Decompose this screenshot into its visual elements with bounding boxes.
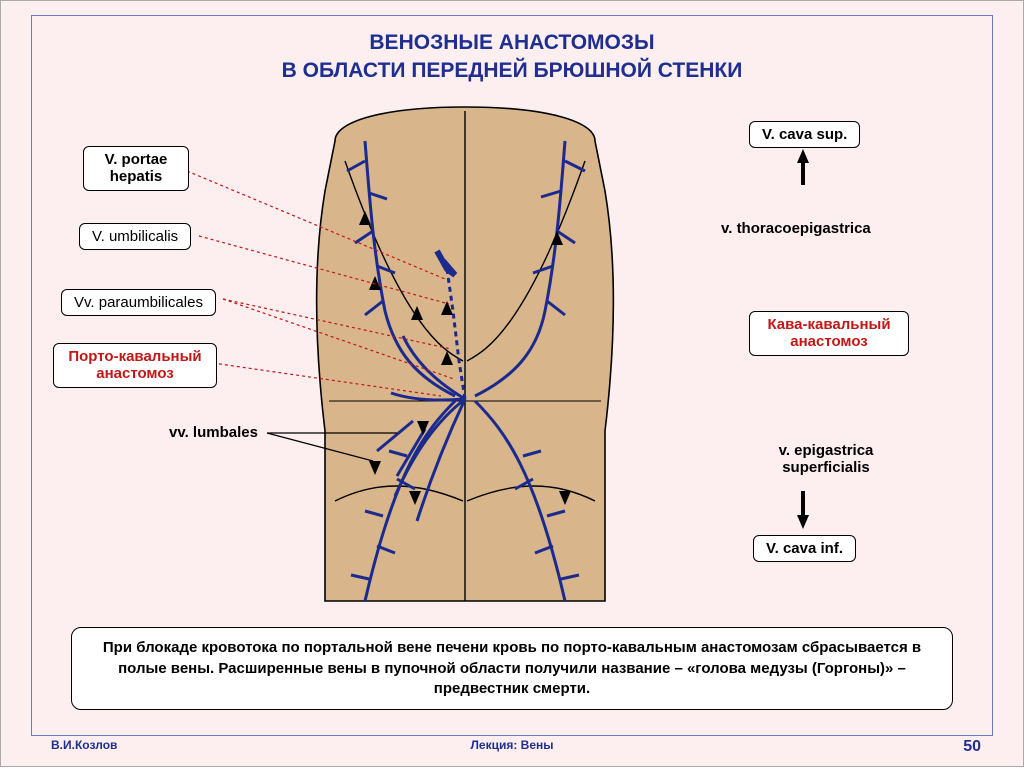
label-lumbales: vv. lumbales bbox=[169, 425, 258, 442]
slide-title: ВЕНОЗНЫЕ АНАСТОМОЗЫ В ОБЛАСТИ ПЕРЕДНЕЙ Б… bbox=[1, 29, 1023, 86]
label-cava-sup: V. cava sup. bbox=[749, 121, 860, 148]
label-cava-inf: V. cava inf. bbox=[753, 535, 856, 562]
label-paraumbilicales: Vv. paraumbilicales bbox=[61, 289, 216, 316]
label-umbilicalis: V. umbilicalis bbox=[79, 223, 191, 250]
footer-lecture: Лекция: Вены bbox=[31, 738, 993, 752]
title-line1: ВЕНОЗНЫЕ АНАСТОМОЗЫ bbox=[1, 29, 1023, 57]
label-portae: V. portae hepatis bbox=[83, 146, 189, 191]
anatomy-figure bbox=[265, 101, 665, 611]
label-porto-caval: Порто-кавальный анастомоз bbox=[53, 343, 217, 388]
title-line2: В ОБЛАСТИ ПЕРЕДНЕЙ БРЮШНОЙ СТЕНКИ bbox=[1, 57, 1023, 85]
arrow-down-icon bbox=[797, 515, 809, 529]
label-thoracoepigastrica: v. thoracoepigastrica bbox=[721, 221, 871, 238]
footer: В.И.Козлов Лекция: Вены 50 bbox=[31, 738, 993, 756]
explanation-box: При блокаде кровотока по портальной вене… bbox=[71, 627, 953, 710]
arrow-down-stem bbox=[801, 491, 805, 517]
arrow-up-icon bbox=[797, 149, 809, 163]
footer-page: 50 bbox=[963, 738, 981, 756]
label-epigastrica-sup: v. epigastrica superficialis bbox=[761, 443, 891, 476]
slide-root: ВЕНОЗНЫЕ АНАСТОМОЗЫ В ОБЛАСТИ ПЕРЕДНЕЙ Б… bbox=[0, 0, 1024, 767]
label-kava-kaval: Кава-кавальный анастомоз bbox=[749, 311, 909, 356]
